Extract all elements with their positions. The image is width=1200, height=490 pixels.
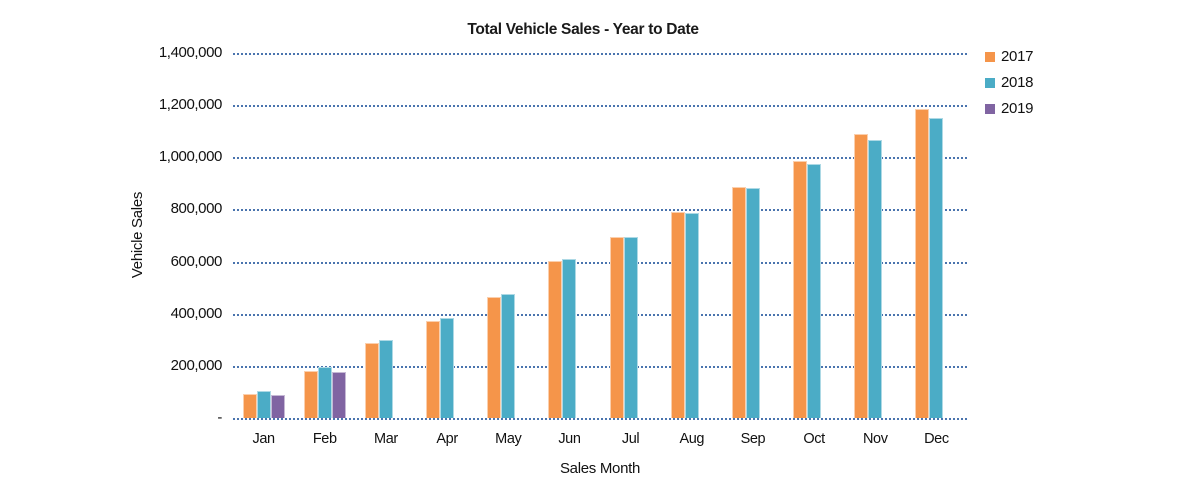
legend-label: 2018 xyxy=(1001,74,1034,91)
bar-2018-Jun xyxy=(562,258,577,418)
legend-item-2017: 2017 xyxy=(985,48,1034,65)
x-tick-label: Jul xyxy=(621,431,640,447)
x-tick-label: Nov xyxy=(862,431,888,447)
bar-2018-Aug xyxy=(684,213,699,418)
x-tick-label: Aug xyxy=(679,431,705,447)
bar-2018-Apr xyxy=(440,317,455,418)
x-axis-title: Sales Month xyxy=(559,460,641,477)
x-tick-label: May xyxy=(495,431,522,447)
x-tick-label: Jan xyxy=(252,431,275,447)
legend-swatch-icon xyxy=(985,52,995,62)
bar-2017-Oct xyxy=(793,160,808,418)
x-tick-label: Jun xyxy=(558,431,581,447)
y-tick-label: 200,000 xyxy=(170,356,223,374)
legend-label: 2019 xyxy=(1001,100,1034,117)
bar-2017-May xyxy=(487,297,502,418)
legend-item-2018: 2018 xyxy=(985,74,1034,91)
bar-2017-Mar xyxy=(364,343,379,418)
bar-2018-Sep xyxy=(745,188,760,418)
bar-2018-Mar xyxy=(378,340,393,418)
y-tick-label: 1,000,000 xyxy=(158,148,223,166)
bar-2018-Oct xyxy=(807,164,822,418)
legend: 2017 2018 2019 xyxy=(985,48,1034,129)
bar-2017-Jun xyxy=(548,260,563,418)
bar-2017-Feb xyxy=(303,370,318,418)
y-axis-title: Vehicle Sales xyxy=(129,191,146,279)
chart-title: Total Vehicle Sales - Year to Date xyxy=(467,21,699,38)
x-tick-label: Sep xyxy=(740,431,766,447)
gridline xyxy=(233,418,967,420)
bar-2017-Apr xyxy=(426,320,441,418)
y-tick-label: 400,000 xyxy=(170,304,223,322)
legend-item-2019: 2019 xyxy=(985,100,1034,117)
y-tick-label: 800,000 xyxy=(170,200,223,218)
legend-label: 2017 xyxy=(1001,48,1034,65)
x-tick-label: Oct xyxy=(803,431,825,447)
bar-2017-Dec xyxy=(915,108,930,418)
bar-2018-Feb xyxy=(317,367,332,418)
gridline xyxy=(233,53,967,55)
plot-area xyxy=(233,53,967,420)
bar-2018-Nov xyxy=(868,140,883,418)
bar-2017-Sep xyxy=(731,186,746,418)
gridline xyxy=(233,365,967,368)
bar-2018-May xyxy=(501,293,516,418)
y-tick-label: 1,200,000 xyxy=(158,96,223,114)
bar-2018-Jan xyxy=(256,391,271,418)
x-tick-label: Feb xyxy=(312,431,337,447)
gridline xyxy=(233,157,967,160)
y-tick-label: 600,000 xyxy=(170,252,223,270)
bar-2018-Dec xyxy=(929,117,944,418)
bar-2017-Aug xyxy=(670,212,685,418)
gridline xyxy=(233,313,967,316)
y-tick-label: 1,400,000 xyxy=(158,44,223,61)
gridline xyxy=(233,261,967,264)
x-tick-label: Apr xyxy=(436,431,458,447)
gridline xyxy=(233,105,967,108)
x-tick-label: Dec xyxy=(924,431,949,447)
bar-2019-Jan xyxy=(270,394,285,418)
bar-2017-Jan xyxy=(242,393,257,418)
legend-swatch-icon xyxy=(985,104,995,114)
bar-2018-Jul xyxy=(623,236,638,418)
gridline xyxy=(233,209,967,212)
legend-swatch-icon xyxy=(985,78,995,88)
bar-2017-Jul xyxy=(609,236,624,418)
bar-2019-Feb xyxy=(331,372,346,418)
bar-2017-Nov xyxy=(854,134,869,418)
y-tick-label: - xyxy=(217,409,222,426)
x-tick-label: Mar xyxy=(374,431,398,447)
